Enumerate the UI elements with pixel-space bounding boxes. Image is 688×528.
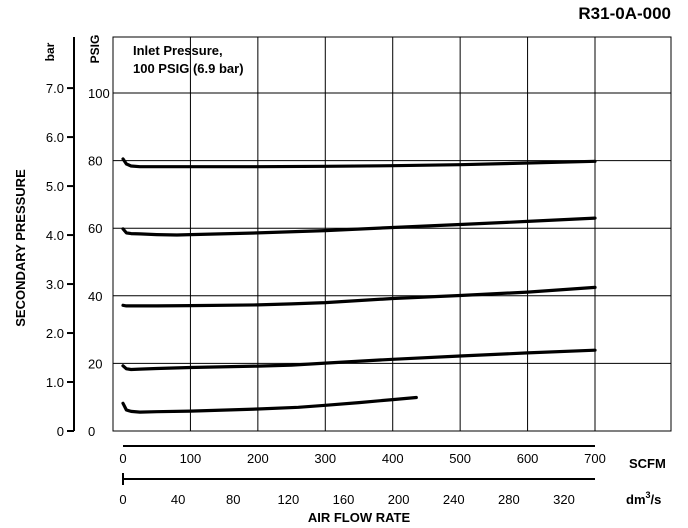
- dm3s-tick-label: 120: [278, 492, 300, 507]
- psig-tick-label: 20: [88, 356, 102, 371]
- dm3s-tick-label: 40: [171, 492, 185, 507]
- bar-tick-label: 0: [57, 424, 64, 439]
- dm3s-tick-label: 80: [226, 492, 240, 507]
- annotation-line-1: Inlet Pressure,: [133, 43, 223, 58]
- dm3s-tick-label: 200: [388, 492, 410, 507]
- scfm-tick-label: 300: [314, 451, 336, 466]
- series-curve-3: [121, 285, 597, 308]
- bar-tick-label: 2.0: [46, 326, 64, 341]
- dm3s-tick-label: 0: [119, 492, 126, 507]
- grid: [113, 37, 671, 431]
- scfm-tick-label: 400: [382, 451, 404, 466]
- scfm-tick-label: 500: [449, 451, 471, 466]
- bar-tick-label: 7.0: [46, 81, 64, 96]
- scfm-tick-label: 700: [584, 451, 606, 466]
- dm3s-unit-base: dm: [626, 492, 646, 507]
- bar-tick-label: 3.0: [46, 277, 64, 292]
- dm3s-tick-label: 160: [333, 492, 355, 507]
- bar-tick-label: 4.0: [46, 228, 64, 243]
- dm3s-tick-label: 280: [498, 492, 520, 507]
- bar-tick-label: 1.0: [46, 375, 64, 390]
- scfm-tick-label: 100: [180, 451, 202, 466]
- dm3s-unit-sup: 3: [646, 490, 651, 500]
- series-curves: [121, 157, 597, 414]
- series-curve-2: [121, 216, 597, 237]
- psig-tick-label: 60: [88, 221, 102, 236]
- annotation-line-2: 100 PSIG (6.9 bar): [133, 61, 244, 76]
- psig-tick-label: 100: [88, 86, 110, 101]
- dm3s-unit-tail: /s: [651, 492, 662, 507]
- bar-tick-label: 6.0: [46, 130, 64, 145]
- series-curve-4: [121, 348, 597, 372]
- psig-tick-label: 80: [88, 154, 102, 169]
- bar-axis-unit: bar: [43, 42, 57, 61]
- scfm-tick-label: 600: [517, 451, 539, 466]
- x-axis-label: AIR FLOW RATE: [308, 510, 411, 525]
- tick-labels: 0 20 40 60 80 100 0 1.0 2.0 3.0 4.0 5.0 6.0 7.0 0 100 20…: [46, 81, 606, 507]
- y-axis-label: SECONDARY PRESSURE: [13, 169, 28, 327]
- psig-tick-label: 40: [88, 289, 102, 304]
- psig-axis-unit: PSIG: [88, 35, 102, 64]
- dm3s-tick-label: 320: [553, 492, 575, 507]
- chart-title: R31-0A-000: [578, 4, 671, 23]
- dm3s-axis-unit: dm3/s: [626, 490, 661, 507]
- series-curve-1: [121, 157, 597, 169]
- dm3s-tick-label: 240: [443, 492, 465, 507]
- psig-tick-label: 0: [88, 424, 95, 439]
- plot-area: [112, 36, 672, 432]
- scfm-tick-label: 200: [247, 451, 269, 466]
- scfm-axis-unit: SCFM: [629, 456, 666, 471]
- bar-tick-label: 5.0: [46, 179, 64, 194]
- series-curve-5: [121, 395, 418, 414]
- scfm-tick-label: 0: [119, 451, 126, 466]
